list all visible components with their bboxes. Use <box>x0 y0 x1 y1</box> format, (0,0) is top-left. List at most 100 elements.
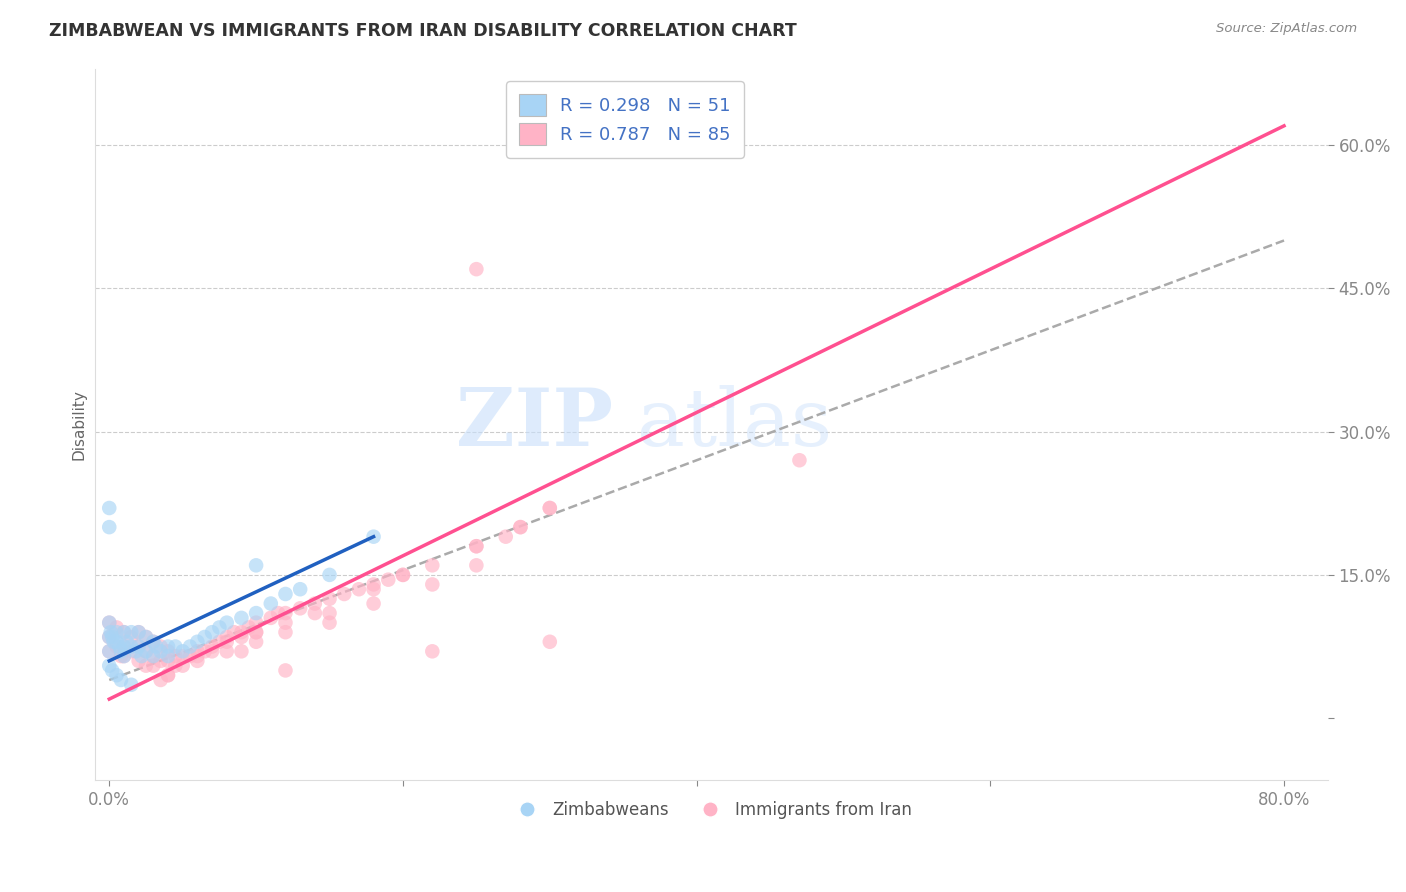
Point <box>115 634 138 648</box>
Point <box>165 658 187 673</box>
Point <box>179 640 201 654</box>
Point <box>215 615 238 630</box>
Point <box>105 640 128 654</box>
Point <box>274 615 297 630</box>
Point <box>156 668 179 682</box>
Point <box>215 630 238 644</box>
Point <box>789 453 811 467</box>
Point <box>465 539 488 553</box>
Point <box>538 634 561 648</box>
Point <box>245 558 267 573</box>
Point <box>333 587 356 601</box>
Point <box>105 668 128 682</box>
Point <box>98 520 121 534</box>
Point <box>135 658 157 673</box>
Point <box>538 501 561 516</box>
Point <box>142 634 165 648</box>
Point <box>274 606 297 620</box>
Point <box>98 644 121 658</box>
Point <box>304 597 326 611</box>
Point <box>465 558 488 573</box>
Point <box>179 649 201 664</box>
Point <box>172 644 194 658</box>
Point <box>128 640 150 654</box>
Point <box>274 664 297 678</box>
Point <box>110 649 132 664</box>
Point <box>112 649 135 664</box>
Point <box>112 625 135 640</box>
Point <box>260 597 283 611</box>
Point <box>215 644 238 658</box>
Point <box>420 644 443 658</box>
Point <box>208 620 231 634</box>
Point <box>142 649 165 664</box>
Point <box>110 644 132 658</box>
Point <box>509 520 531 534</box>
Point <box>288 582 311 597</box>
Point <box>274 625 297 640</box>
Point <box>103 634 125 648</box>
Point <box>245 606 267 620</box>
Point <box>274 587 297 601</box>
Point <box>120 644 142 658</box>
Point <box>222 625 245 640</box>
Point <box>363 597 385 611</box>
Point <box>318 615 340 630</box>
Point <box>142 658 165 673</box>
Point <box>156 644 179 658</box>
Point <box>142 649 165 664</box>
Point <box>363 530 385 544</box>
Point <box>201 644 224 658</box>
Point <box>145 640 167 654</box>
Point <box>245 625 267 640</box>
Point <box>363 577 385 591</box>
Point <box>465 539 488 553</box>
Point <box>112 640 135 654</box>
Point <box>201 640 224 654</box>
Point <box>392 567 415 582</box>
Point <box>149 644 172 658</box>
Point <box>135 644 157 658</box>
Point <box>495 530 517 544</box>
Point <box>112 640 135 654</box>
Point <box>186 644 208 658</box>
Point <box>135 630 157 644</box>
Point <box>125 644 148 658</box>
Point <box>128 625 150 640</box>
Legend: Zimbabweans, Immigrants from Iran: Zimbabweans, Immigrants from Iran <box>503 794 920 825</box>
Point <box>238 620 260 634</box>
Point <box>112 649 135 664</box>
Point <box>208 634 231 648</box>
Point <box>149 673 172 687</box>
Point <box>128 625 150 640</box>
Point <box>98 658 121 673</box>
Point <box>172 649 194 664</box>
Point <box>165 649 187 664</box>
Point <box>245 625 267 640</box>
Point <box>318 567 340 582</box>
Point <box>128 654 150 668</box>
Point <box>149 654 172 668</box>
Text: Source: ZipAtlas.com: Source: ZipAtlas.com <box>1216 22 1357 36</box>
Point <box>110 673 132 687</box>
Point <box>142 634 165 648</box>
Point <box>288 601 311 615</box>
Point <box>101 664 124 678</box>
Text: ZIP: ZIP <box>456 385 613 464</box>
Point <box>165 640 187 654</box>
Point <box>98 630 121 644</box>
Point <box>186 654 208 668</box>
Point <box>98 615 121 630</box>
Text: atlas: atlas <box>637 385 832 464</box>
Point <box>318 606 340 620</box>
Point <box>120 640 142 654</box>
Point <box>156 640 179 654</box>
Point <box>156 654 179 668</box>
Point <box>186 634 208 648</box>
Point <box>100 625 122 640</box>
Point <box>105 634 128 648</box>
Point <box>101 630 124 644</box>
Point <box>231 611 253 625</box>
Point <box>194 630 217 644</box>
Point <box>108 640 131 654</box>
